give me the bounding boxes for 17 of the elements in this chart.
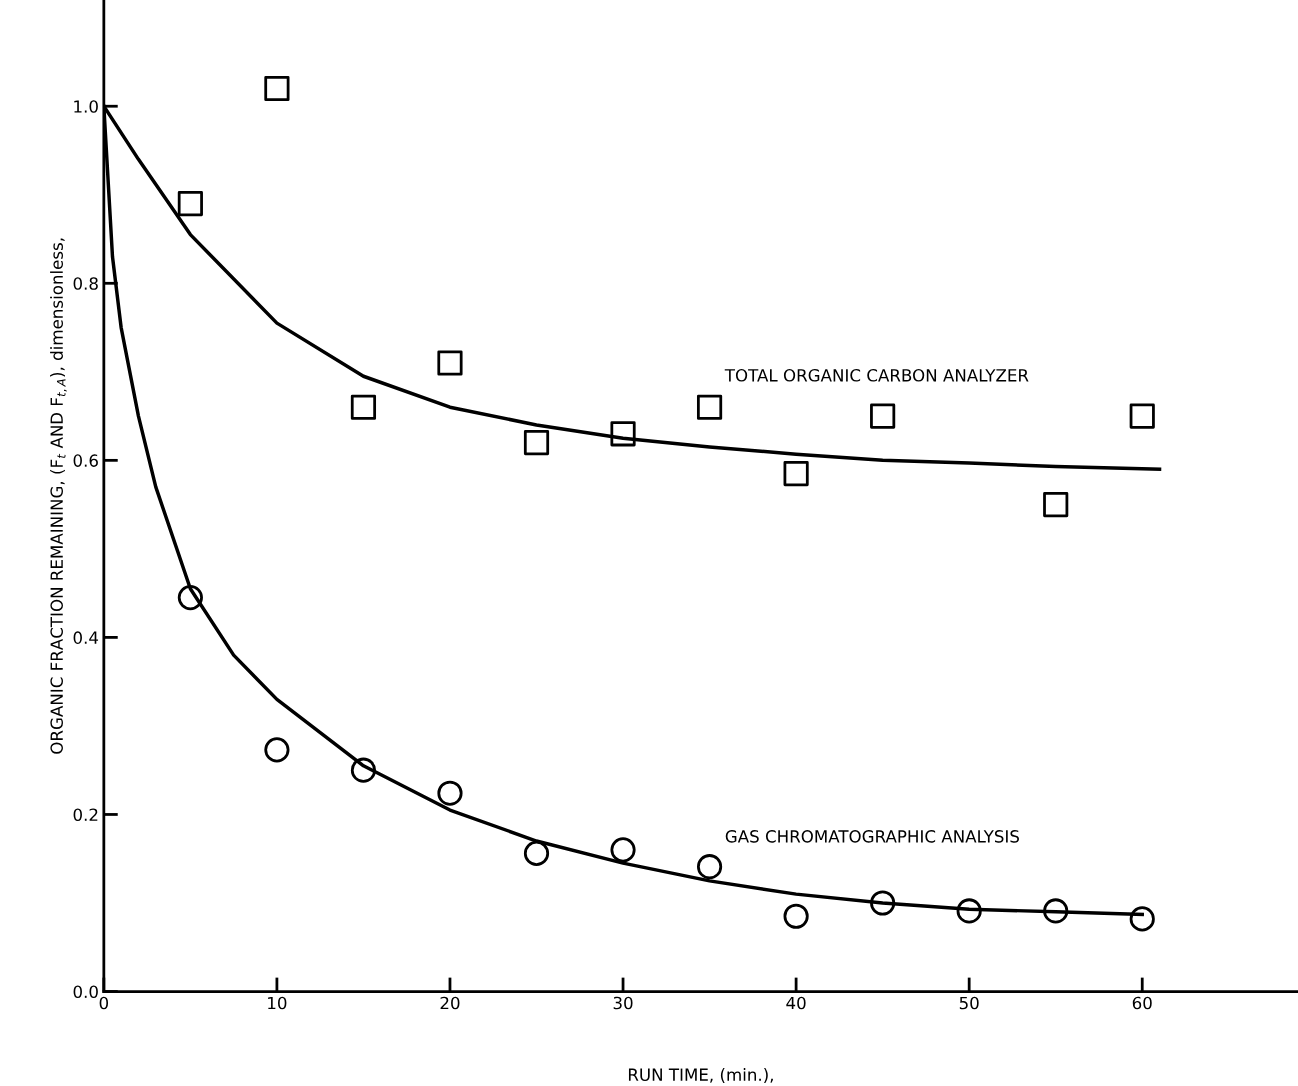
series-label: TOTAL ORGANIC CARBON ANALYZER (724, 369, 1029, 382)
y-tick-label: 0.0 (73, 985, 98, 999)
x-tick-label: 50 (959, 996, 979, 1010)
series-label: GAS CHROMATOGRAPHIC ANALYSIS (725, 830, 1019, 843)
y-tick-label: 1.0 (74, 100, 98, 113)
y-tick-label: 0.6 (73, 454, 98, 467)
x-tick-label: 60 (1132, 996, 1152, 1010)
x-tick-label: 0 (99, 996, 109, 1010)
x-tick-label: 10 (268, 996, 287, 1010)
y-axis-title: ORGANIC FRACTION REMAINING, (F$_{t}$ AND F$_{t,A}$), dimensionless, (50, 238, 67, 754)
x-tick-label: 40 (786, 996, 806, 1010)
x-tick-label: 20 (440, 996, 460, 1010)
y-tick-label: 0.4 (73, 631, 99, 644)
x-tick-label: 30 (613, 996, 633, 1010)
y-tick-label: 0.2 (73, 808, 98, 822)
x-axis-title: RUN TIME, (min.), (628, 1068, 773, 1083)
y-tick-label: 0.8 (73, 277, 98, 290)
